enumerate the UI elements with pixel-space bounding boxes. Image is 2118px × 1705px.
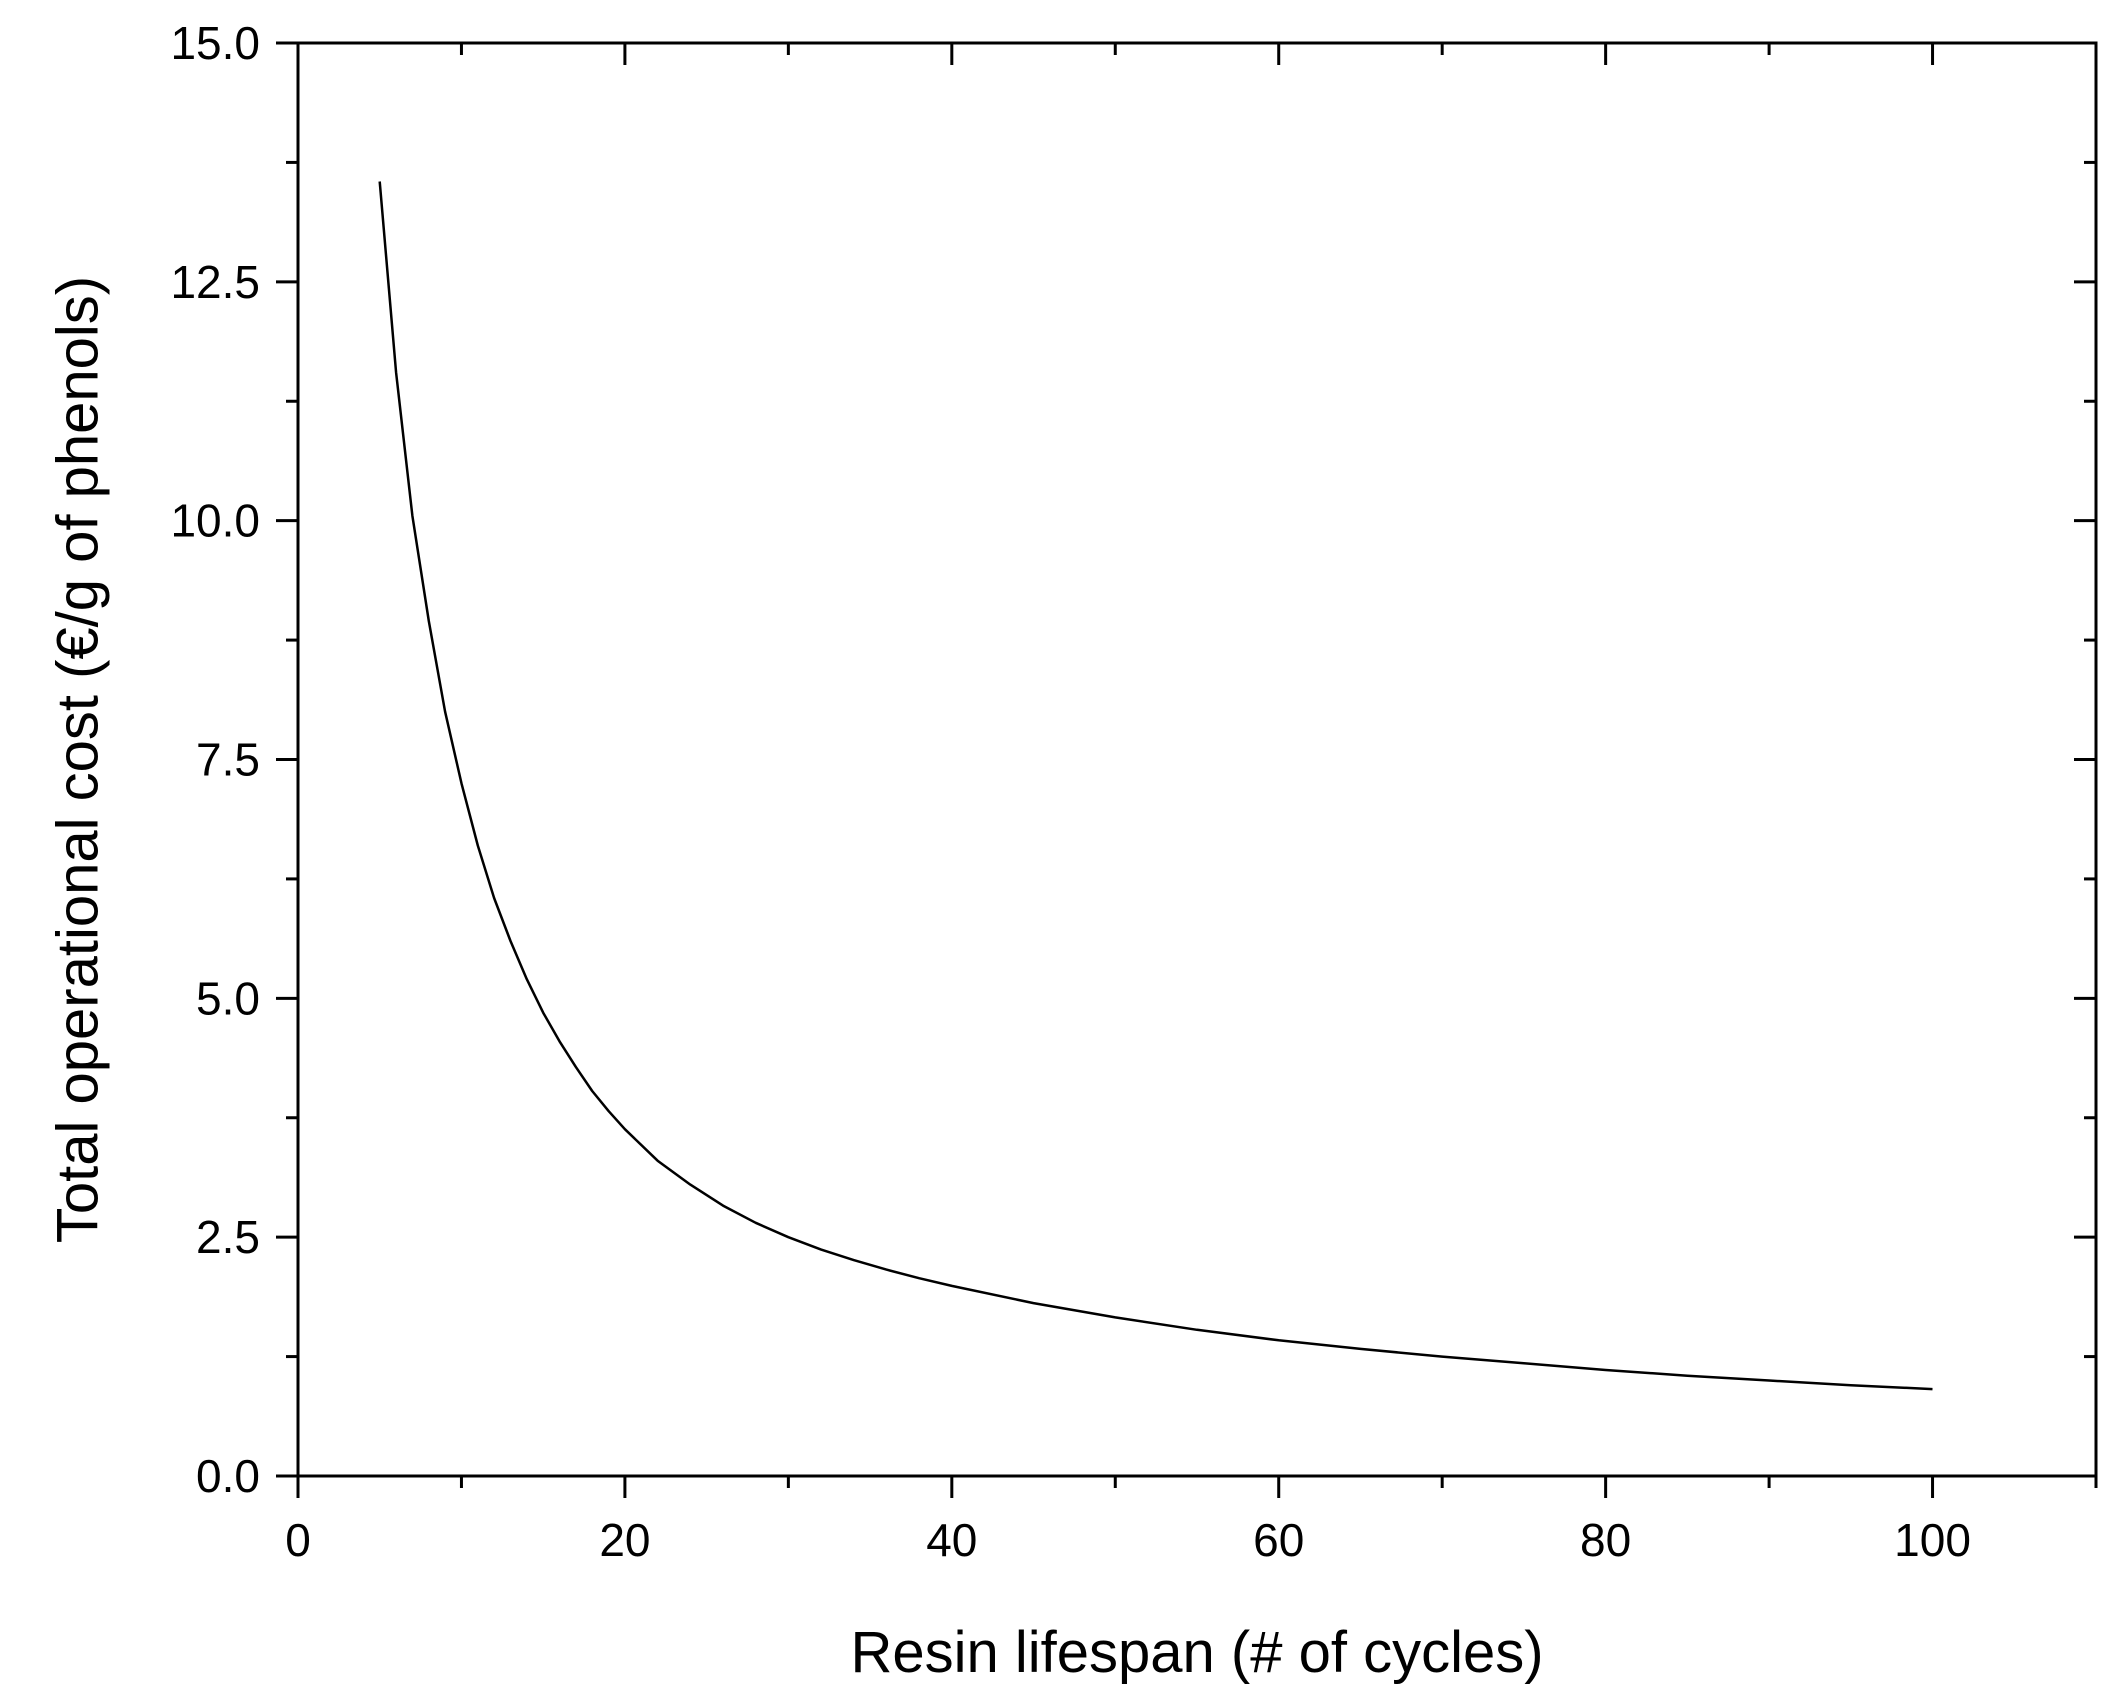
plot-area-border [296, 41, 2098, 1478]
y-tick-label: 5.0 [196, 972, 260, 1024]
x-tick-label: 20 [599, 1514, 650, 1566]
y-axis-label: Total operational cost (€/g of phenols) [45, 276, 110, 1243]
x-tick-label: 40 [926, 1514, 977, 1566]
data-series [378, 181, 1933, 1391]
x-tick-label: 100 [1894, 1514, 1971, 1566]
y-tick-label: 7.5 [196, 734, 260, 786]
x-axis-label: Resin lifespan (# of cycles) [850, 1620, 1543, 1685]
y-tick-label: 10.0 [170, 495, 260, 547]
axis-ticks [276, 41, 2098, 1498]
cost-curve-line [378, 181, 1933, 1391]
y-tick-label: 0.0 [196, 1450, 260, 1502]
plot-frame [296, 41, 2098, 1478]
x-tick-label: 0 [285, 1514, 311, 1566]
axis-tick-labels: 0 20 40 60 80 100 0.0 2.5 5.0 7.5 10.0 12.5 15.0 [170, 17, 1970, 1566]
y-tick-label: 2.5 [196, 1211, 260, 1263]
y-tick-label: 15.0 [170, 17, 260, 69]
x-tick-label: 80 [1580, 1514, 1631, 1566]
x-tick-label: 60 [1253, 1514, 1304, 1566]
y-tick-label: 12.5 [170, 256, 260, 308]
